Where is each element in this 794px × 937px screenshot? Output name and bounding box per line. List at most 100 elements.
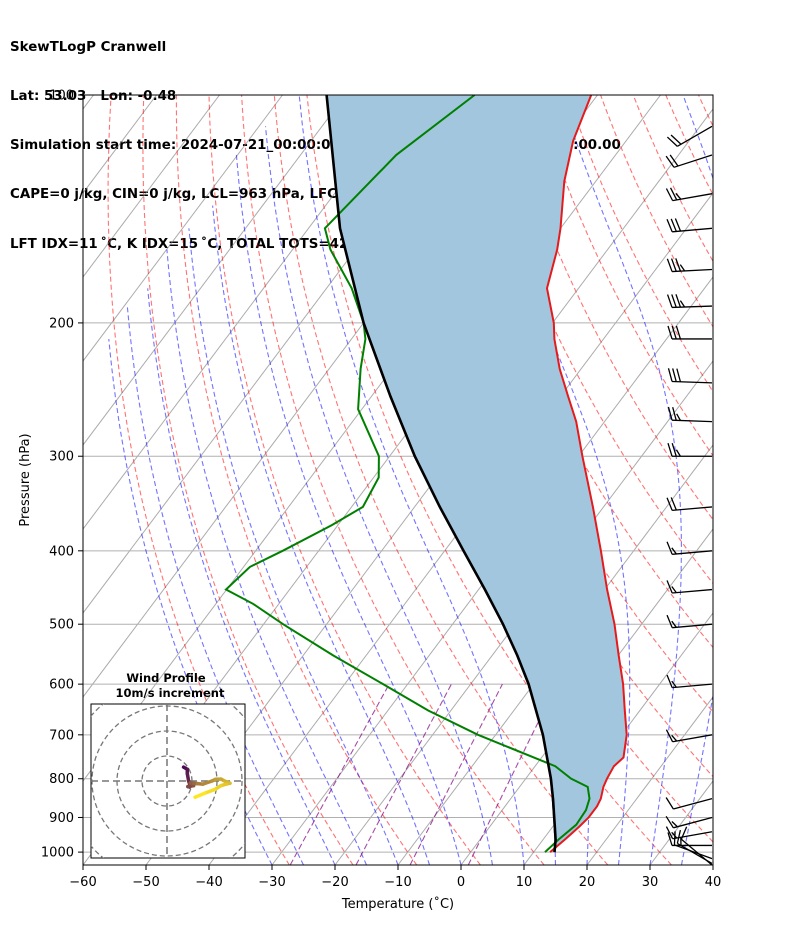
dry-adiabat [764,95,794,865]
moist-adiabat [212,205,431,865]
barb-feather [671,821,678,828]
isotherm-line [83,95,220,278]
barb-feather [670,258,677,272]
isotherm-line [83,95,283,362]
barb-feather [676,413,681,421]
barb-shaft [673,798,713,810]
wind-barb [666,614,713,629]
x-tick-label: −60 [69,875,96,890]
y-tick-label: 300 [49,450,74,465]
barb-feather [672,407,677,421]
isotherm-line [712,864,713,865]
moist-adiabat [264,126,494,865]
x-tick-label: −10 [384,875,411,890]
y-axis-label: Pressure (hPa) [18,433,33,526]
barb-shaft [672,268,713,273]
header-location: Lat: 53.03 Lon: -0.48 [10,89,177,105]
y-tick-label: 1000 [41,846,74,861]
wind-barb [667,443,712,457]
hodograph-segment [202,787,217,795]
mixing-ratio-lines [289,683,558,865]
barb-feather [679,264,686,272]
moist-adiabat [188,228,399,865]
barb-feather [671,831,678,839]
barb-feather [665,729,674,743]
x-tick-label: −40 [195,875,222,890]
temperature-profile [545,95,628,853]
dry-adiabat [600,95,713,328]
header-station: SkewTLogP Cranwell [10,39,167,55]
wind-barb [666,497,713,512]
wind-barb [667,406,713,423]
barb-shaft [672,193,713,202]
moist-adiabat [147,288,336,865]
barb-feather [666,218,673,233]
dry-adiabat [241,95,545,865]
moist-adiabat [467,95,631,865]
wind-barb [666,294,713,309]
x-axis-label: Temperature (˚C) [341,896,454,912]
wind-barb [666,218,713,233]
barb-feather [667,368,673,382]
barb-feather [675,449,681,457]
y-tick-label: 900 [49,811,74,826]
dry-adiabat [142,95,354,865]
hodograph-trace [181,765,232,799]
barb-shaft [672,550,713,555]
wind-barb [665,154,713,168]
wind-barb [666,125,713,147]
barb-feather [671,325,677,340]
dry-adiabat [306,95,672,865]
mixing-ratio-line [355,683,452,865]
barb-feather [666,294,673,308]
barb-feather [672,368,677,382]
barb-shaft [672,683,713,689]
barb-shaft [677,842,713,864]
barb-feather [667,325,673,340]
wind-barb [667,325,712,340]
x-axis-ticks: −60 −50 −40 −30 −20 −10 0 10 20 30 40 [69,865,721,890]
x-tick-label: 40 [705,875,722,890]
barb-feather [675,193,682,200]
barb-feather [666,136,678,147]
barb-shaft [672,831,713,840]
isotherm-line [586,696,713,865]
barb-shaft [672,506,713,512]
y-axis-ticks: 1000 900 800 700 600 500 400 300 200 100 [41,89,83,861]
dry-adiabat [175,95,418,865]
barb-feather [675,294,682,308]
barb-shaft [673,816,713,829]
barb-feather [666,258,673,272]
moist-adiabat [235,154,462,865]
barb-feather [671,586,677,594]
barb-shaft [672,380,713,384]
y-tick-label: 100 [49,89,74,104]
wind-barb [666,258,713,273]
dry-adiabat [731,95,794,865]
barb-feather [666,674,673,688]
isotherm-line [334,360,713,865]
barb-feather [676,830,682,844]
dry-adiabat [208,95,481,865]
wind-profile-hodograph: Wind Profile 10m/s increment [90,671,246,859]
barb-feather [671,443,677,457]
x-tick-label: 20 [579,875,596,890]
barb-feather [671,294,677,308]
barb-feather [679,300,686,308]
y-tick-label: 800 [49,772,74,787]
isotherm-line [83,95,409,530]
barb-feather [669,154,679,167]
wind-barb [665,797,713,810]
barb-feather [675,325,682,340]
barb-feather [671,680,677,688]
wind-barb [665,826,713,840]
barb-feather [669,187,678,201]
barb-feather [671,547,677,555]
hodograph-title-line1: Wind Profile [126,671,206,685]
x-tick-label: 30 [642,875,659,890]
wind-barb [667,368,713,384]
barb-shaft [672,588,713,594]
isotherm-line [83,95,94,110]
barb-feather [665,815,674,829]
